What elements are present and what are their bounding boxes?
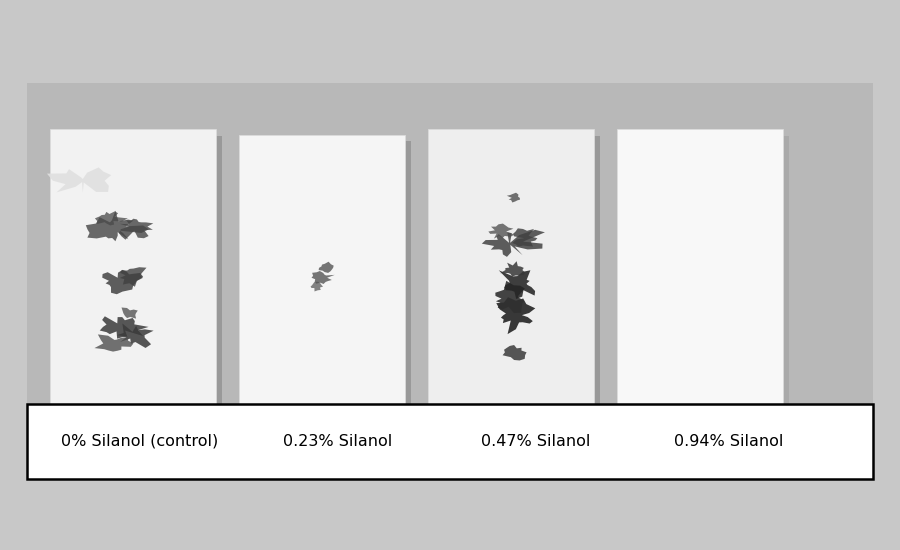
Polygon shape — [482, 230, 544, 257]
Polygon shape — [507, 192, 520, 202]
Polygon shape — [122, 307, 138, 318]
Polygon shape — [119, 219, 153, 240]
Polygon shape — [489, 223, 515, 239]
Bar — [56, 136, 222, 422]
Bar — [50, 129, 216, 415]
Polygon shape — [94, 211, 128, 226]
Polygon shape — [103, 270, 143, 294]
Bar — [434, 136, 600, 422]
Polygon shape — [502, 345, 526, 360]
Polygon shape — [500, 261, 526, 277]
Polygon shape — [120, 267, 147, 287]
Text: 0.94% Silanol: 0.94% Silanol — [674, 434, 784, 449]
Bar — [245, 141, 411, 416]
Polygon shape — [319, 262, 334, 273]
Bar — [27, 82, 873, 478]
Polygon shape — [310, 282, 323, 292]
Polygon shape — [100, 316, 148, 339]
Polygon shape — [311, 271, 335, 284]
Bar — [428, 129, 594, 415]
Text: 0.47% Silanol: 0.47% Silanol — [481, 434, 590, 449]
Polygon shape — [94, 334, 133, 351]
Polygon shape — [512, 228, 537, 246]
Polygon shape — [86, 211, 148, 241]
Bar — [238, 135, 405, 410]
Text: 0.23% Silanol: 0.23% Silanol — [283, 434, 392, 449]
Polygon shape — [47, 167, 112, 193]
Polygon shape — [117, 323, 154, 348]
Bar — [623, 136, 789, 422]
Polygon shape — [495, 281, 525, 313]
Bar — [27, 404, 873, 478]
Polygon shape — [499, 270, 536, 299]
Text: 0% Silanol (control): 0% Silanol (control) — [61, 434, 218, 449]
Bar — [616, 129, 783, 415]
Polygon shape — [496, 297, 536, 334]
